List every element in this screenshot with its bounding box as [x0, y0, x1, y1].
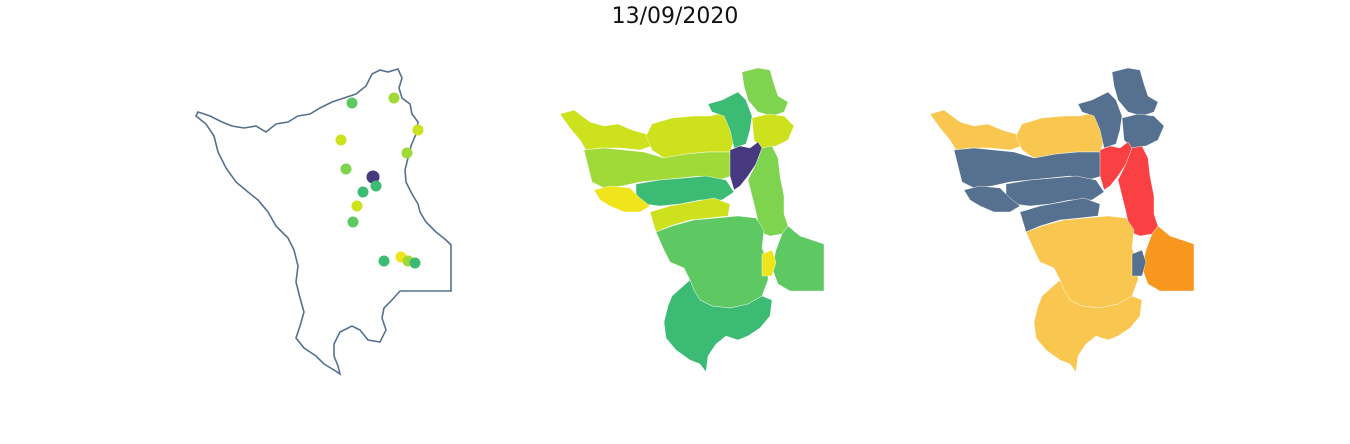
choropleth-region-south-lobe	[663, 279, 773, 373]
category-region-east-box	[1141, 225, 1195, 292]
choropleth-region-far-north	[741, 67, 789, 117]
choropleth-regions	[559, 67, 825, 373]
choropleth-region-mid-belt	[649, 197, 731, 233]
point-marker	[412, 124, 424, 136]
point-markers	[335, 92, 424, 269]
point-marker	[335, 134, 347, 146]
point-marker	[340, 163, 352, 175]
category-region-north-mid	[1077, 91, 1123, 149]
figure-title: 13/09/2020	[611, 4, 739, 29]
category-region-nw-strip	[929, 109, 1023, 151]
point-marker	[388, 92, 400, 104]
point-marker	[347, 216, 359, 228]
category-region-west-low	[963, 185, 1021, 213]
category-region-center-south	[1025, 215, 1139, 309]
choropleth-region-se-small	[761, 249, 777, 277]
point-marker	[366, 170, 380, 184]
point-map-panel	[194, 68, 452, 376]
category-region-south-lobe	[1033, 279, 1143, 373]
choropleth-region-east-box	[771, 225, 825, 292]
point-marker	[357, 186, 369, 198]
point-marker	[351, 200, 363, 212]
category-region-ne-upper	[1121, 113, 1165, 149]
point-marker	[370, 180, 382, 192]
category-regions	[929, 67, 1195, 373]
point-marker	[378, 255, 390, 267]
category-region-mid-belt	[1019, 197, 1101, 233]
category-region-se-small	[1131, 249, 1147, 277]
category-region-north-central	[1015, 109, 1109, 159]
choropleth-region-ne-upper	[751, 113, 795, 149]
category-region-far-north	[1111, 67, 1159, 117]
point-marker	[346, 97, 358, 109]
point-marker	[409, 257, 421, 269]
choropleth-region-west-low	[593, 185, 651, 213]
choropleth-region-north-mid	[707, 91, 753, 149]
point-marker	[401, 147, 413, 159]
state-outline	[194, 68, 452, 376]
